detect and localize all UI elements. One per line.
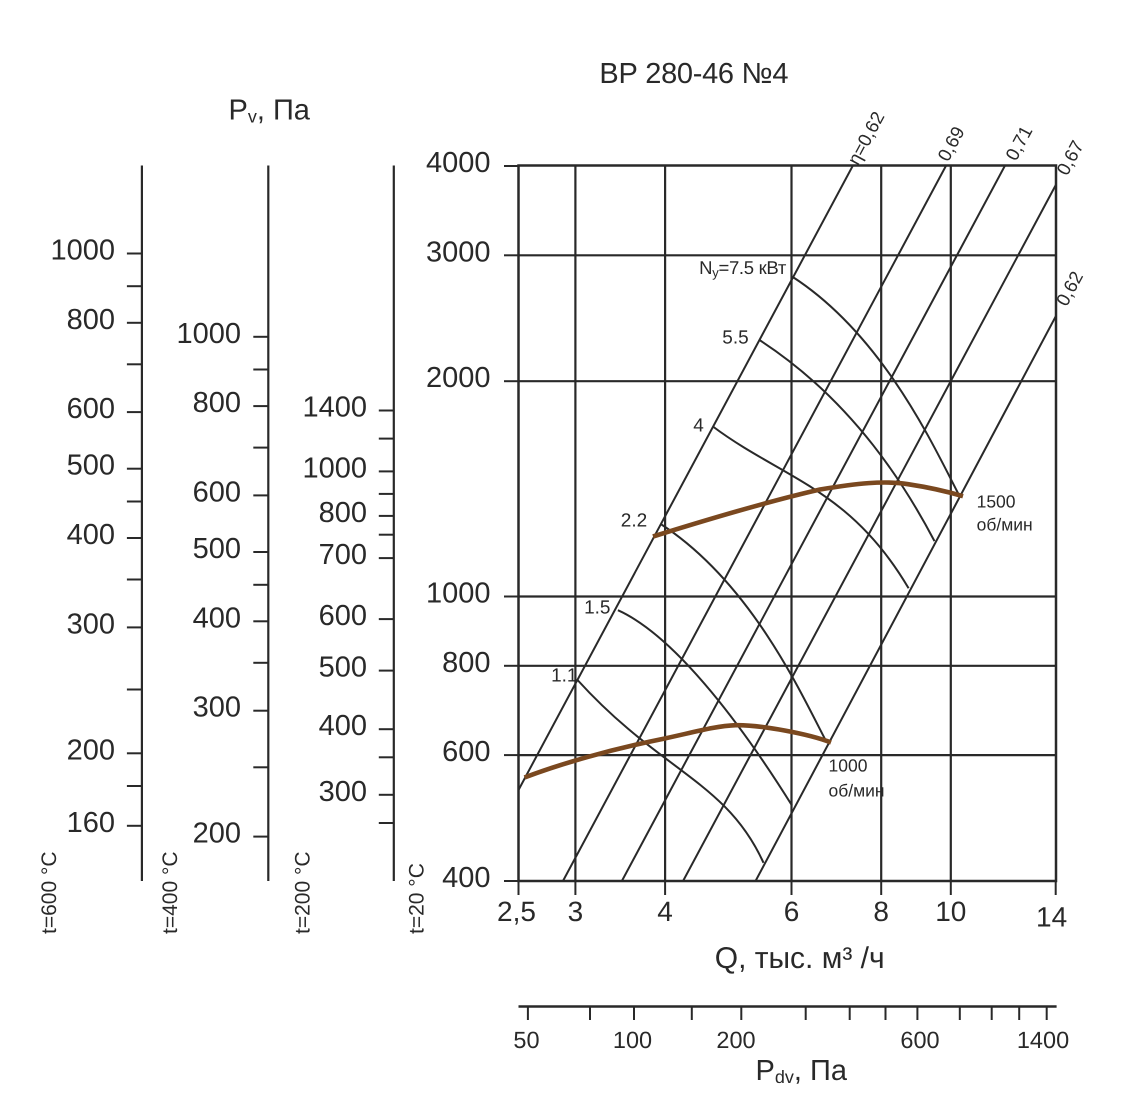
svg-text:800: 800: [67, 304, 115, 336]
svg-text:500: 500: [67, 450, 115, 482]
svg-text:1.5: 1.5: [584, 598, 610, 619]
svg-text:200: 200: [193, 818, 241, 850]
svg-text:400: 400: [442, 862, 490, 894]
svg-text:3: 3: [568, 896, 584, 927]
svg-text:300: 300: [67, 608, 115, 640]
svg-text:3000: 3000: [426, 236, 491, 268]
svg-text:2,5: 2,5: [497, 896, 536, 927]
svg-text:t=400 °C: t=400 °C: [159, 851, 182, 934]
svg-text:1500: 1500: [977, 492, 1016, 512]
svg-text:8: 8: [873, 896, 889, 927]
svg-text:200: 200: [716, 1027, 755, 1053]
svg-text:1.1: 1.1: [551, 665, 577, 686]
svg-text:100: 100: [613, 1027, 652, 1053]
svg-text:5.5: 5.5: [722, 328, 748, 349]
svg-text:600: 600: [67, 393, 115, 425]
svg-text:t=20 °C: t=20 °C: [406, 863, 429, 934]
svg-text:500: 500: [319, 652, 367, 684]
svg-text:об/мин: об/мин: [829, 781, 885, 801]
svg-text:4000: 4000: [426, 147, 491, 179]
svg-text:6: 6: [784, 896, 800, 927]
svg-text:800: 800: [442, 647, 490, 679]
svg-text:t=200 °C: t=200 °C: [292, 851, 315, 934]
svg-text:1400: 1400: [302, 392, 367, 424]
svg-text:1000: 1000: [176, 318, 241, 350]
svg-text:400: 400: [67, 519, 115, 551]
svg-text:1000: 1000: [426, 578, 491, 610]
svg-text:об/мин: об/мин: [977, 515, 1033, 535]
svg-text:800: 800: [319, 497, 367, 529]
svg-text:4: 4: [693, 416, 704, 437]
svg-text:2000: 2000: [426, 362, 491, 394]
svg-text:400: 400: [193, 602, 241, 634]
svg-text:4: 4: [657, 896, 673, 927]
svg-text:200: 200: [67, 734, 115, 766]
svg-text:160: 160: [67, 807, 115, 839]
svg-text:400: 400: [319, 710, 367, 742]
svg-text:10: 10: [935, 896, 966, 927]
svg-text:500: 500: [193, 533, 241, 565]
svg-text:600: 600: [193, 476, 241, 508]
svg-text:600: 600: [442, 736, 490, 768]
svg-text:14: 14: [1036, 902, 1067, 933]
svg-text:Pv, Па: Pv, Па: [229, 95, 311, 127]
svg-text:50: 50: [513, 1027, 539, 1053]
svg-text:600: 600: [900, 1027, 939, 1053]
svg-text:1000: 1000: [50, 235, 115, 267]
svg-text:1000: 1000: [829, 756, 868, 776]
svg-text:Nу=7.5 кВт: Nу=7.5 кВт: [699, 257, 787, 280]
svg-text:800: 800: [193, 387, 241, 419]
svg-text:Pdv, Па: Pdv, Па: [756, 1055, 848, 1087]
svg-text:600: 600: [319, 600, 367, 632]
svg-text:Q, тыс. м³ /ч: Q, тыс. м³ /ч: [715, 942, 885, 975]
svg-text:300: 300: [319, 776, 367, 808]
svg-text:1000: 1000: [302, 452, 367, 484]
svg-text:t=600 °C: t=600 °C: [38, 851, 61, 934]
svg-text:1400: 1400: [1017, 1027, 1069, 1053]
svg-text:700: 700: [319, 539, 367, 571]
svg-text:2.2: 2.2: [621, 511, 647, 532]
svg-text:300: 300: [193, 692, 241, 724]
svg-text:ВР 280-46 №4: ВР 280-46 №4: [599, 58, 788, 90]
